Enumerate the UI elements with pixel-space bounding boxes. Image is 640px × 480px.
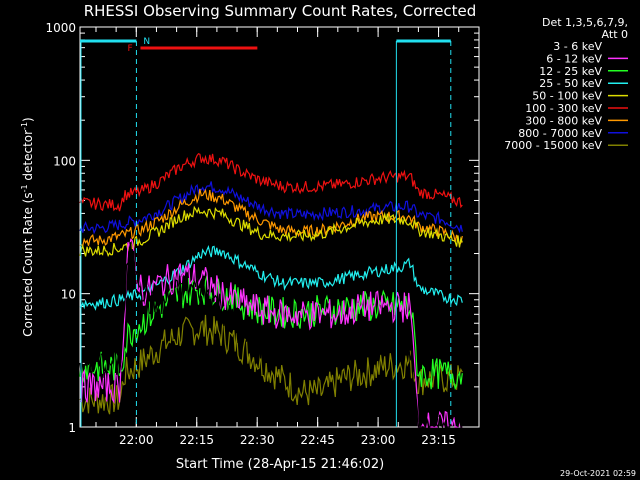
generated-timestamp: 29-Oct-2021 02:59 <box>560 469 636 478</box>
y-tick-label: 10 <box>61 288 76 302</box>
flare-flag-label: F <box>127 44 132 54</box>
series-line-6 <box>79 188 463 247</box>
legend-header-line-2: Att 0 <box>602 28 628 41</box>
legend-label: 800 - 7000 keV <box>518 127 602 140</box>
y-axis-label-part: Corrected Count Rate (s <box>21 192 35 336</box>
x-tick-label: 23:15 <box>421 433 456 447</box>
y-axis-label-part: detector <box>21 130 35 185</box>
y-tick-label: 1 <box>68 421 76 435</box>
series-line-7 <box>79 181 463 235</box>
x-tick-label: 22:30 <box>240 433 275 447</box>
x-axis-ticks: 22:00 22:15 22:30 22:45 23:00 23:15 <box>95 27 460 447</box>
y-tick-label: 100 <box>53 154 76 168</box>
night-flag-label: N <box>143 37 150 47</box>
legend-label: 6 - 12 keV <box>546 52 602 65</box>
series-line-5 <box>79 152 463 212</box>
legend-label: 7000 - 15000 keV <box>504 139 602 152</box>
series-line-0 <box>79 241 463 429</box>
legend-label: 50 - 100 keV <box>532 90 602 103</box>
x-axis-label: Start Time (28-Apr-15 21:46:02) <box>176 457 384 472</box>
legend-label: 12 - 25 keV <box>539 65 602 78</box>
chart-title: RHESSI Observing Summary Count Rates, Co… <box>84 2 477 20</box>
legend-header-line-1: Det 1,3,5,6,7,9, <box>542 16 628 29</box>
legend-label: 300 - 800 keV <box>525 114 602 127</box>
legend-label: 3 - 6 keV <box>553 40 602 53</box>
series-layer <box>79 152 463 429</box>
y-tick-label: 1000 <box>45 21 76 35</box>
flag-layer: NF <box>80 37 452 427</box>
x-tick-label: 22:15 <box>179 433 214 447</box>
legend-label: 100 - 300 keV <box>525 102 602 115</box>
y-axis-label-superscript: -1 <box>20 184 29 192</box>
series-line-1 <box>80 238 463 428</box>
series-line-3 <box>79 244 463 311</box>
y-axis-ticks: 1 10 100 1000 <box>45 21 479 435</box>
legend-label: 25 - 50 keV <box>539 77 602 90</box>
x-tick-label: 23:00 <box>361 433 396 447</box>
y-axis-label: Corrected Count Rate (s-1 detector-1) <box>20 117 35 336</box>
plot-frame <box>79 26 480 428</box>
x-tick-label: 22:00 <box>119 433 154 447</box>
y-axis-label-superscript: -1 <box>20 122 29 130</box>
y-axis-label-part: ) <box>21 117 35 122</box>
x-tick-label: 22:45 <box>300 433 335 447</box>
series-line-4 <box>79 205 463 257</box>
series-line-8 <box>79 314 463 415</box>
